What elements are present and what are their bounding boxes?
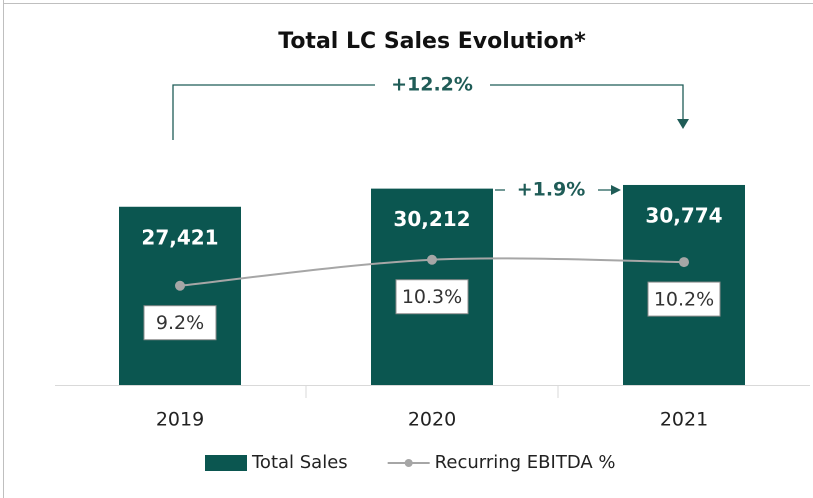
bar-value-label: 30,212 [393,207,470,231]
chart-title: Total LC Sales Evolution* [278,29,586,54]
line-point [175,280,185,291]
bar [119,206,241,385]
bar-value-label: 30,774 [645,203,722,227]
line-point [427,254,437,265]
x-tick-label: 2020 [408,409,456,431]
value-label-box [395,279,469,315]
line-point [679,257,689,268]
line-value-label: 9.2% [156,312,204,334]
x-tick-label: 2019 [156,409,204,431]
legend-swatch [205,455,247,471]
x-tick-label: 2021 [660,409,708,431]
annotation: +12.2% [391,74,473,96]
arrow-head [611,185,621,195]
line-value-label: 10.3% [402,286,462,308]
legend-label: Recurring EBITDA % [435,452,616,473]
value-label-box [647,281,721,317]
legend-swatch-point [404,459,413,467]
arrow-head [677,119,689,129]
line-value-label: 10.2% [654,289,714,311]
annotation: +1.9% [517,179,586,201]
legend-label: Total Sales [251,452,348,473]
value-label-box [143,305,217,341]
bracket [172,84,684,140]
bar-value-label: 27,421 [141,225,218,249]
